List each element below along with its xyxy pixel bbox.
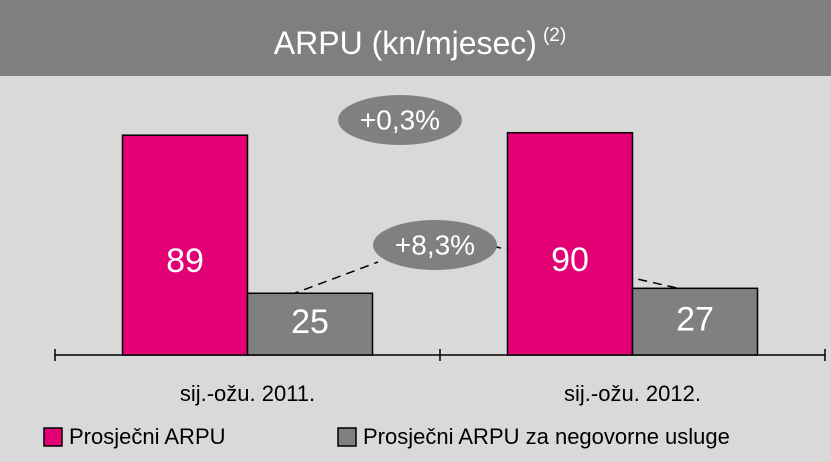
bar (121, 134, 249, 356)
annotation: +8,3% (395, 229, 475, 260)
chart-title-group: ARPU (kn/mjesec) (2) (274, 25, 566, 61)
value-label: 89 (166, 242, 204, 280)
bar (631, 287, 759, 356)
annotation: +0,3% (360, 104, 440, 135)
bar (246, 292, 374, 356)
chart-title: ARPU (kn/mjesec) (274, 25, 537, 61)
title-note: (2) (543, 25, 566, 46)
value-label: 25 (291, 303, 329, 341)
header-band (0, 0, 831, 76)
x-tick-label: sij.-ožu. 2012. (564, 381, 701, 406)
legend-label: Prosječni ARPU za negovorne usluge (363, 424, 730, 449)
value-label: 90 (551, 241, 589, 279)
legend-label: Prosječni ARPU (69, 424, 226, 449)
connector (289, 261, 379, 296)
annotation-bubble (338, 95, 462, 145)
annotation-bubble (373, 220, 497, 270)
x-tick-label: sij.-ožu. 2011. (180, 381, 315, 406)
legend-swatch (43, 427, 63, 447)
value-label: 27 (676, 301, 714, 339)
legend-swatch (337, 427, 357, 447)
bar (506, 131, 634, 356)
